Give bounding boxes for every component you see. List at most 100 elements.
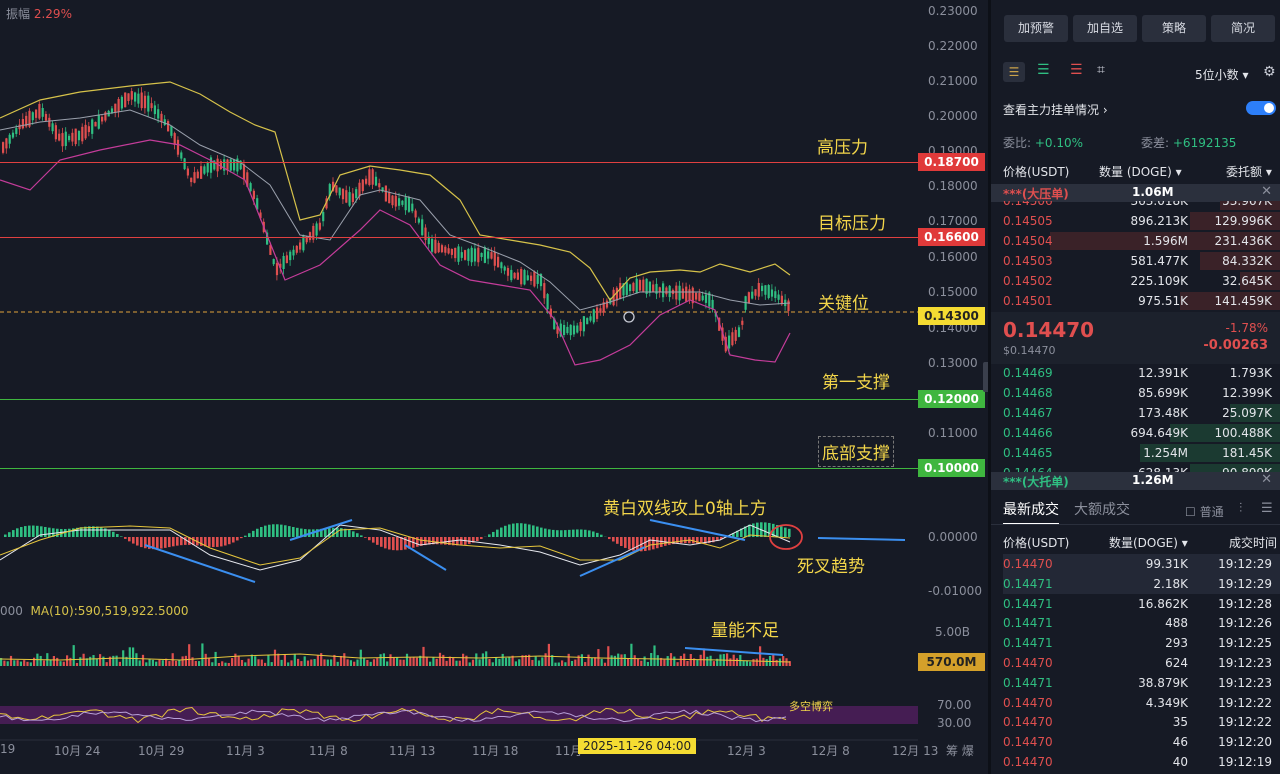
trade-row[interactable]: 0.14471 488 19:12:26 xyxy=(1003,613,1280,633)
date-tick: 11月 3 xyxy=(226,744,265,758)
strategy-button[interactable]: 策略 xyxy=(1142,15,1206,42)
order-row[interactable]: 0.14505 896.213K 129.996K xyxy=(1003,211,1280,231)
orderbook-both-icon[interactable]: ☰ xyxy=(1003,62,1025,82)
watch-toggle[interactable] xyxy=(1246,101,1276,115)
macd-bar xyxy=(560,530,563,537)
overview-button[interactable]: 简况 xyxy=(1211,15,1275,42)
settings-gear-icon[interactable]: ⚙ xyxy=(1263,64,1276,80)
candle-body xyxy=(530,275,533,282)
kline-chart[interactable]: 振幅 2.29% 高压力 目标压力 关键位 第一支撑 底部支撑 0.23000 … xyxy=(0,0,990,774)
trade-price: 0.14471 xyxy=(1003,596,1053,611)
trade-row[interactable]: 0.14470 35 19:12:22 xyxy=(1003,712,1280,732)
macd-bar xyxy=(644,537,647,552)
collapse-handle[interactable] xyxy=(983,362,990,392)
macd-low-tick: -0.01000 xyxy=(928,584,982,598)
candle-body xyxy=(371,169,374,185)
volume-bar xyxy=(320,653,323,666)
filter-icon[interactable]: ⫶ xyxy=(1239,501,1243,516)
order-row[interactable]: 0.14466 694.649K 100.488K xyxy=(1003,423,1280,443)
macd-bar xyxy=(504,525,507,537)
orderbook-depth-icon[interactable]: ⌗ xyxy=(1097,62,1105,78)
trade-price: 0.14471 xyxy=(1003,576,1053,591)
panel-divider[interactable] xyxy=(988,0,991,774)
y-tick: 0.20000 xyxy=(928,109,978,123)
trade-row[interactable]: 0.14471 293 19:12:25 xyxy=(1003,633,1280,653)
tab-large-trades[interactable]: 大额成交 xyxy=(1074,502,1130,518)
order-row[interactable]: 0.14467 173.48K 25.097K xyxy=(1003,403,1280,423)
corner-icons[interactable]: 筹 爆 xyxy=(946,744,974,758)
order-row[interactable]: 0.14503 581.477K 84.332K xyxy=(1003,251,1280,271)
volume-bar xyxy=(188,644,191,666)
macd-bar xyxy=(92,526,95,537)
order-row[interactable]: 0.14506 363.018K 53.967K xyxy=(1003,201,1280,211)
volume-bar xyxy=(303,656,306,666)
order-row[interactable]: 0.14502 225.109K 32.645K xyxy=(1003,271,1280,291)
volume-bar xyxy=(432,657,435,666)
volume-bar xyxy=(465,655,468,666)
candle-body xyxy=(757,283,760,297)
macd-bar xyxy=(568,529,571,537)
watch-main-orders-link[interactable]: 查看主力挂单情况 › xyxy=(1003,103,1108,117)
candle-body xyxy=(196,171,199,179)
order-a: 1.793K xyxy=(1229,366,1272,380)
order-a: 90.899K xyxy=(1222,463,1272,472)
tab-latest-trades[interactable]: 最新成交 xyxy=(1003,499,1059,525)
trade-col-qty[interactable]: 数量(DOGE) ▾ xyxy=(1109,536,1188,550)
volume-bar xyxy=(198,661,201,666)
volume-bar xyxy=(277,653,280,666)
trade-row[interactable]: 0.14470 46 19:12:20 xyxy=(1003,732,1280,752)
candle-body xyxy=(457,246,460,262)
candle-body xyxy=(322,212,325,222)
orderbook-asks-icon[interactable]: ☰ xyxy=(1070,62,1083,78)
candle-body xyxy=(299,242,302,250)
trade-row[interactable]: 0.14471 16.862K 19:12:28 xyxy=(1003,594,1280,614)
volume-bar xyxy=(640,660,643,666)
order-row[interactable]: 0.14465 1.254M 181.45K xyxy=(1003,443,1280,463)
trade-row[interactable]: 0.14470 40 19:12:19 xyxy=(1003,752,1280,772)
trade-row[interactable]: 0.14471 2.18K 19:12:29 xyxy=(1003,573,1280,594)
last-price-usd: $0.14470 xyxy=(1003,344,1056,357)
orderbook-bids-icon[interactable]: ☰ xyxy=(1037,62,1050,78)
col-qty[interactable]: 数量 (DOGE) ▾ xyxy=(1099,165,1182,179)
volume-bar xyxy=(772,654,775,666)
order-row[interactable]: 0.14504 1.596M 231.436K xyxy=(1003,231,1280,251)
candle-body xyxy=(513,272,516,279)
trade-row[interactable]: 0.14471 38.879K 19:12:23 xyxy=(1003,673,1280,693)
rsi-70: 70.00 xyxy=(937,698,972,712)
volume-bar xyxy=(580,654,583,666)
order-row[interactable]: 0.14464 628.13K 90.899K xyxy=(1003,463,1280,472)
trade-time: 19:12:23 xyxy=(1218,656,1272,670)
trade-row[interactable]: 0.14470 99.31K 19:12:29 xyxy=(1003,554,1280,574)
col-amount[interactable]: 委托额 ▾ xyxy=(1226,165,1272,179)
close-icon[interactable]: ✕ xyxy=(1261,472,1272,487)
trade-row[interactable]: 0.14470 4.349K 19:12:22 xyxy=(1003,693,1280,713)
candle-body xyxy=(2,142,5,153)
order-p: 0.14506 xyxy=(1003,201,1053,208)
trade-row[interactable]: 0.14470 624 19:12:23 xyxy=(1003,653,1280,673)
order-row[interactable]: 0.14469 12.391K 1.793K xyxy=(1003,363,1280,383)
add-alert-button[interactable]: 加预警 xyxy=(1004,15,1068,42)
candle-body xyxy=(467,249,470,261)
volume-bar xyxy=(544,653,547,666)
volume-bar xyxy=(504,657,508,666)
chart-canvas[interactable] xyxy=(0,0,918,774)
normal-checkbox[interactable]: ☐ 普通 xyxy=(1185,505,1224,519)
order-row[interactable]: 0.14501 975.51K 141.459K xyxy=(1003,291,1280,311)
candle-body xyxy=(180,152,183,159)
candle-body xyxy=(305,236,308,243)
label-first-support: 第一支撑 xyxy=(822,373,890,393)
volume-bar xyxy=(72,645,75,666)
volume-bar xyxy=(102,656,105,666)
price-tag-120: 0.12000 xyxy=(918,390,985,408)
add-watchlist-button[interactable]: 加自选 xyxy=(1073,15,1137,42)
close-icon[interactable]: ✕ xyxy=(1261,184,1272,199)
order-row[interactable]: 0.14468 85.699K 12.399K xyxy=(1003,383,1280,403)
macd-bar xyxy=(228,537,231,545)
macd-bar xyxy=(636,537,639,552)
precision-select[interactable]: 5位小数 ▾ xyxy=(1195,68,1249,82)
candle-body xyxy=(120,96,123,109)
candle-body xyxy=(87,126,90,133)
candle-body xyxy=(209,157,213,173)
list-icon[interactable]: ☰ xyxy=(1261,501,1273,516)
candle-body xyxy=(546,294,549,310)
